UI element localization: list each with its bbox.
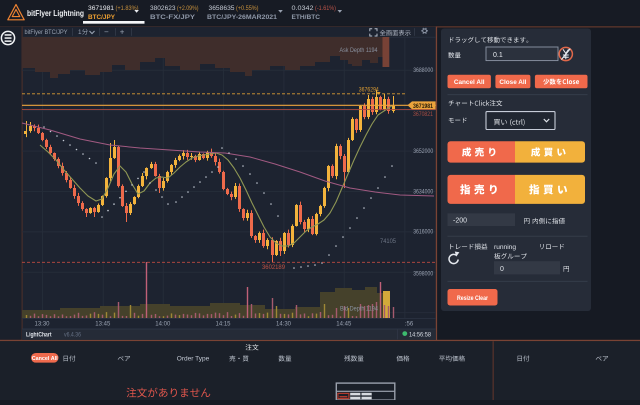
svg-text:Close All: Close All — [499, 79, 526, 86]
svg-text:3634000: 3634000 — [413, 189, 433, 196]
svg-text:13:45: 13:45 — [95, 322, 111, 328]
svg-text:bitFlyer Lightning: bitFlyer Lightning — [27, 9, 84, 18]
svg-text:bitFlyer BTC/JPY: bitFlyer BTC/JPY — [25, 30, 68, 36]
svg-text:ETH/BTC: ETH/BTC — [292, 14, 321, 21]
svg-text:running: running — [494, 244, 516, 251]
svg-text:0.0342: 0.0342 — [292, 5, 314, 12]
svg-text:14:15: 14:15 — [215, 322, 231, 328]
svg-text:3602189: 3602189 — [262, 265, 286, 271]
svg-text:Cancel All: Cancel All — [32, 356, 58, 362]
svg-text:−: − — [104, 27, 109, 36]
svg-text:(+2.09%): (+2.09%) — [177, 5, 199, 12]
svg-text:3676294: 3676294 — [359, 86, 379, 93]
svg-text:+: + — [120, 28, 125, 37]
svg-text:3670821: 3670821 — [413, 111, 433, 118]
svg-text:Order Type: Order Type — [177, 356, 210, 363]
svg-text:(-1.61%): (-1.61%) — [315, 5, 336, 12]
svg-text:Ask Depth 1194: Ask Depth 1194 — [340, 48, 379, 54]
svg-text:14:30: 14:30 — [276, 322, 292, 328]
svg-text:14:45: 14:45 — [336, 322, 352, 328]
svg-text:LightChart: LightChart — [26, 332, 52, 339]
svg-text:(+0.55%): (+0.55%) — [236, 5, 259, 12]
svg-text:Cancel All: Cancel All — [454, 79, 485, 86]
svg-text:3802623: 3802623 — [150, 5, 176, 12]
svg-text:13:30: 13:30 — [34, 322, 50, 328]
svg-text:14:00: 14:00 — [155, 322, 171, 328]
svg-text:74105: 74105 — [380, 238, 397, 245]
svg-text:Resize Clear: Resize Clear — [457, 295, 488, 302]
svg-text:-200: -200 — [453, 218, 467, 225]
svg-text:BTC/JPY: BTC/JPY — [88, 14, 115, 21]
svg-text:1: 1 — [78, 29, 82, 36]
svg-text:v6.4.36: v6.4.36 — [64, 333, 82, 339]
svg-text:3616000: 3616000 — [413, 229, 433, 236]
svg-text:14:56:58: 14:56:58 — [409, 331, 431, 338]
svg-text:0: 0 — [500, 266, 504, 273]
svg-text:BTC-FX/JPY: BTC-FX/JPY — [150, 14, 196, 21]
svg-text:3658635: 3658635 — [209, 5, 235, 12]
svg-text:3652000: 3652000 — [413, 148, 433, 155]
svg-text:Bid Depth 1194: Bid Depth 1194 — [340, 307, 379, 313]
svg-text:3688000: 3688000 — [413, 67, 433, 74]
svg-text:BTC/JPY-26MAR2021: BTC/JPY-26MAR2021 — [207, 14, 277, 21]
svg-text:3598000: 3598000 — [413, 271, 433, 278]
svg-text:3671981: 3671981 — [413, 103, 433, 110]
svg-text:0.1: 0.1 — [493, 52, 503, 59]
svg-text:3671981: 3671981 — [88, 5, 114, 12]
svg-text::56: :56 — [405, 322, 414, 328]
svg-text:(+1.83%): (+1.83%) — [116, 5, 139, 12]
